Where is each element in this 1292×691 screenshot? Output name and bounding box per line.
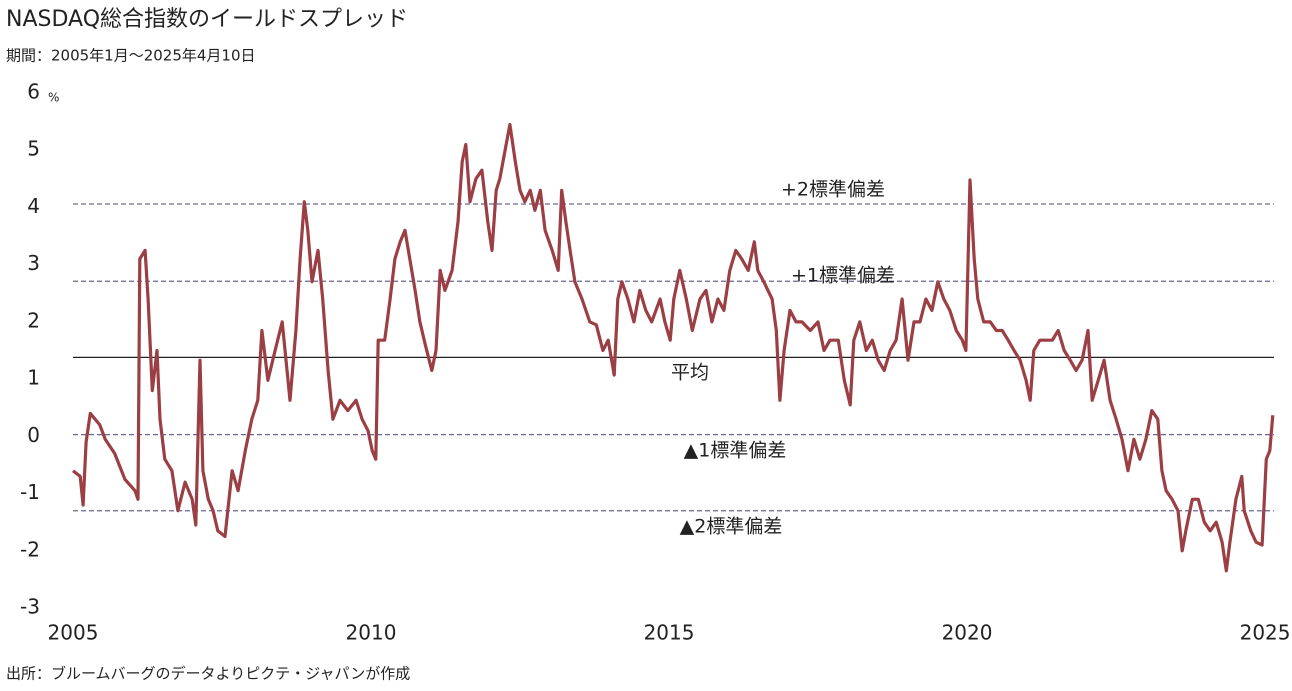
x-tick-label: 2010: [346, 621, 397, 645]
x-tick-label: 2015: [644, 621, 695, 645]
reference-label: +2標準偏差: [781, 179, 885, 201]
y-tick-label: -3: [20, 595, 40, 619]
y-tick-label: 2: [27, 308, 40, 332]
reference-label: ▲2標準偏差: [680, 516, 783, 538]
y-unit: %: [48, 91, 59, 105]
y-tick-label: 6: [27, 80, 40, 104]
reference-label: ▲1標準偏差: [684, 440, 787, 462]
data-line: [72, 122, 1275, 573]
y-tick-label: 4: [27, 194, 40, 218]
chart-title: NASDAQ総合指数のイールドスプレッド: [6, 7, 408, 32]
x-tick-label: 2020: [942, 621, 993, 645]
y-tick-label: -2: [20, 537, 40, 561]
y-tick-label: 0: [27, 423, 40, 447]
y-tick-label: 5: [27, 137, 40, 161]
reference-label: +1標準偏差: [791, 265, 895, 287]
y-tick-label: 3: [27, 251, 40, 275]
x-tick-label: 2025: [1240, 621, 1291, 645]
x-tick-label: 2005: [48, 621, 99, 645]
y-tick-label: -1: [20, 480, 40, 504]
source-note: 出所：ブルームバーグのデータよりピクテ・ジャパンが作成: [6, 665, 410, 683]
chart-subtitle: 期間：2005年1月～2025年4月10日: [6, 47, 256, 65]
reference-label: 平均: [671, 362, 709, 384]
y-tick-label: 1: [27, 366, 40, 390]
